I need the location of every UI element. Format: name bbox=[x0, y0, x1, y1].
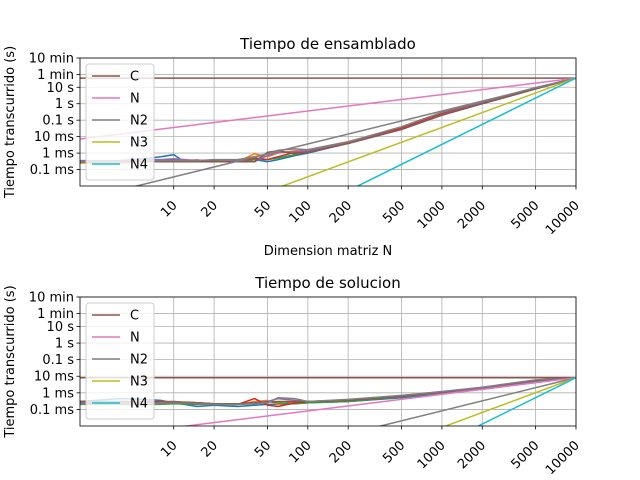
x-tick-label: 1000 bbox=[415, 438, 449, 472]
x-tick-label: 200 bbox=[327, 198, 355, 226]
x-tick-label: 50 bbox=[252, 438, 274, 460]
x-tick-label: 2000 bbox=[455, 198, 489, 232]
reference-line-n4 bbox=[356, 77, 576, 186]
reference-line-n3 bbox=[443, 376, 576, 426]
y-axis-label: Tiempo transcurrido (s) bbox=[3, 46, 18, 199]
legend-label: C bbox=[130, 309, 139, 324]
reference-line-n3 bbox=[280, 77, 576, 186]
x-tick-label: 100 bbox=[286, 438, 314, 466]
y-tick-label: 1 s bbox=[55, 337, 74, 352]
legend-label: N bbox=[130, 92, 140, 107]
x-tick-label: 1000 bbox=[415, 198, 449, 232]
x-tick-label: 200 bbox=[327, 438, 355, 466]
y-tick-label: 10 min bbox=[29, 291, 74, 306]
reference-line-n4 bbox=[476, 377, 576, 426]
x-tick-label: 20 bbox=[199, 438, 221, 460]
measured-series-line bbox=[80, 376, 576, 406]
y-tick-label: 0.1 ms bbox=[30, 403, 74, 418]
reference-line-n bbox=[180, 376, 576, 426]
legend-label: N2 bbox=[130, 114, 148, 129]
legend-label: N4 bbox=[130, 158, 148, 173]
reference-line-n bbox=[80, 77, 576, 140]
x-tick-label: 100 bbox=[286, 198, 314, 226]
y-tick-label: 1 ms bbox=[42, 147, 74, 162]
axes-frame bbox=[79, 296, 577, 427]
y-tick-label: 10 ms bbox=[34, 370, 74, 385]
x-tick-label: 5000 bbox=[508, 198, 542, 232]
y-tick-label: 10 min bbox=[29, 52, 74, 67]
x-axis-label: Dimension matriz N bbox=[264, 244, 393, 259]
y-tick-label: 10 ms bbox=[34, 130, 74, 145]
x-tick-label: 10000 bbox=[543, 198, 583, 238]
chart-title: Tiempo de solucion bbox=[254, 274, 400, 292]
chart-solucion: Tiempo de solucion Tiempo transcurrido (… bbox=[3, 274, 583, 478]
x-tick-label: 500 bbox=[380, 438, 408, 466]
reference-line-n2 bbox=[377, 376, 576, 426]
y-tick-label: 1 s bbox=[55, 97, 74, 112]
x-tick-label: 10 bbox=[158, 198, 180, 220]
legend-label: N3 bbox=[130, 375, 148, 390]
legend-label: N4 bbox=[130, 397, 148, 412]
x-tick-label: 10000 bbox=[543, 438, 583, 478]
chart-title: Tiempo de ensamblado bbox=[239, 35, 416, 53]
chart-ensamblado: Tiempo de ensamblado Dimension matriz N … bbox=[3, 35, 583, 259]
x-tick-label: 500 bbox=[380, 198, 408, 226]
legend: CN N2 N3 N4 bbox=[85, 63, 155, 181]
legend-label: N3 bbox=[130, 136, 148, 151]
x-tick-label: 5000 bbox=[508, 438, 542, 472]
y-tick-label: 10 s bbox=[47, 320, 75, 335]
axes-frame bbox=[79, 57, 577, 187]
plot-area bbox=[80, 77, 576, 186]
y-axis-label: Tiempo transcurrido (s) bbox=[3, 285, 18, 438]
y-tick-label: 0.1 ms bbox=[30, 163, 74, 178]
y-tick-label: 0.1 s bbox=[42, 114, 74, 129]
x-tick-label: 20 bbox=[199, 198, 221, 220]
legend-label: C bbox=[130, 70, 139, 85]
y-tick-label: 1 min bbox=[37, 68, 74, 83]
legend-label: N bbox=[130, 331, 140, 346]
x-tick-label: 2000 bbox=[455, 438, 489, 472]
legend-box bbox=[85, 63, 155, 181]
legend-label: N2 bbox=[130, 353, 148, 368]
legend-box bbox=[85, 302, 155, 420]
y-tick-label: 0.1 s bbox=[42, 353, 74, 368]
plot-area bbox=[80, 376, 576, 426]
y-tick-label: 1 min bbox=[37, 307, 74, 322]
x-tick-label: 50 bbox=[252, 198, 274, 220]
legend: CN N2 N3 N4 bbox=[85, 302, 155, 420]
y-tick-label: 10 s bbox=[47, 81, 75, 96]
y-tick-label: 1 ms bbox=[42, 386, 74, 401]
x-tick-label: 10 bbox=[158, 438, 180, 460]
measured-series-line bbox=[80, 77, 576, 163]
reference-line-n2 bbox=[133, 77, 576, 186]
